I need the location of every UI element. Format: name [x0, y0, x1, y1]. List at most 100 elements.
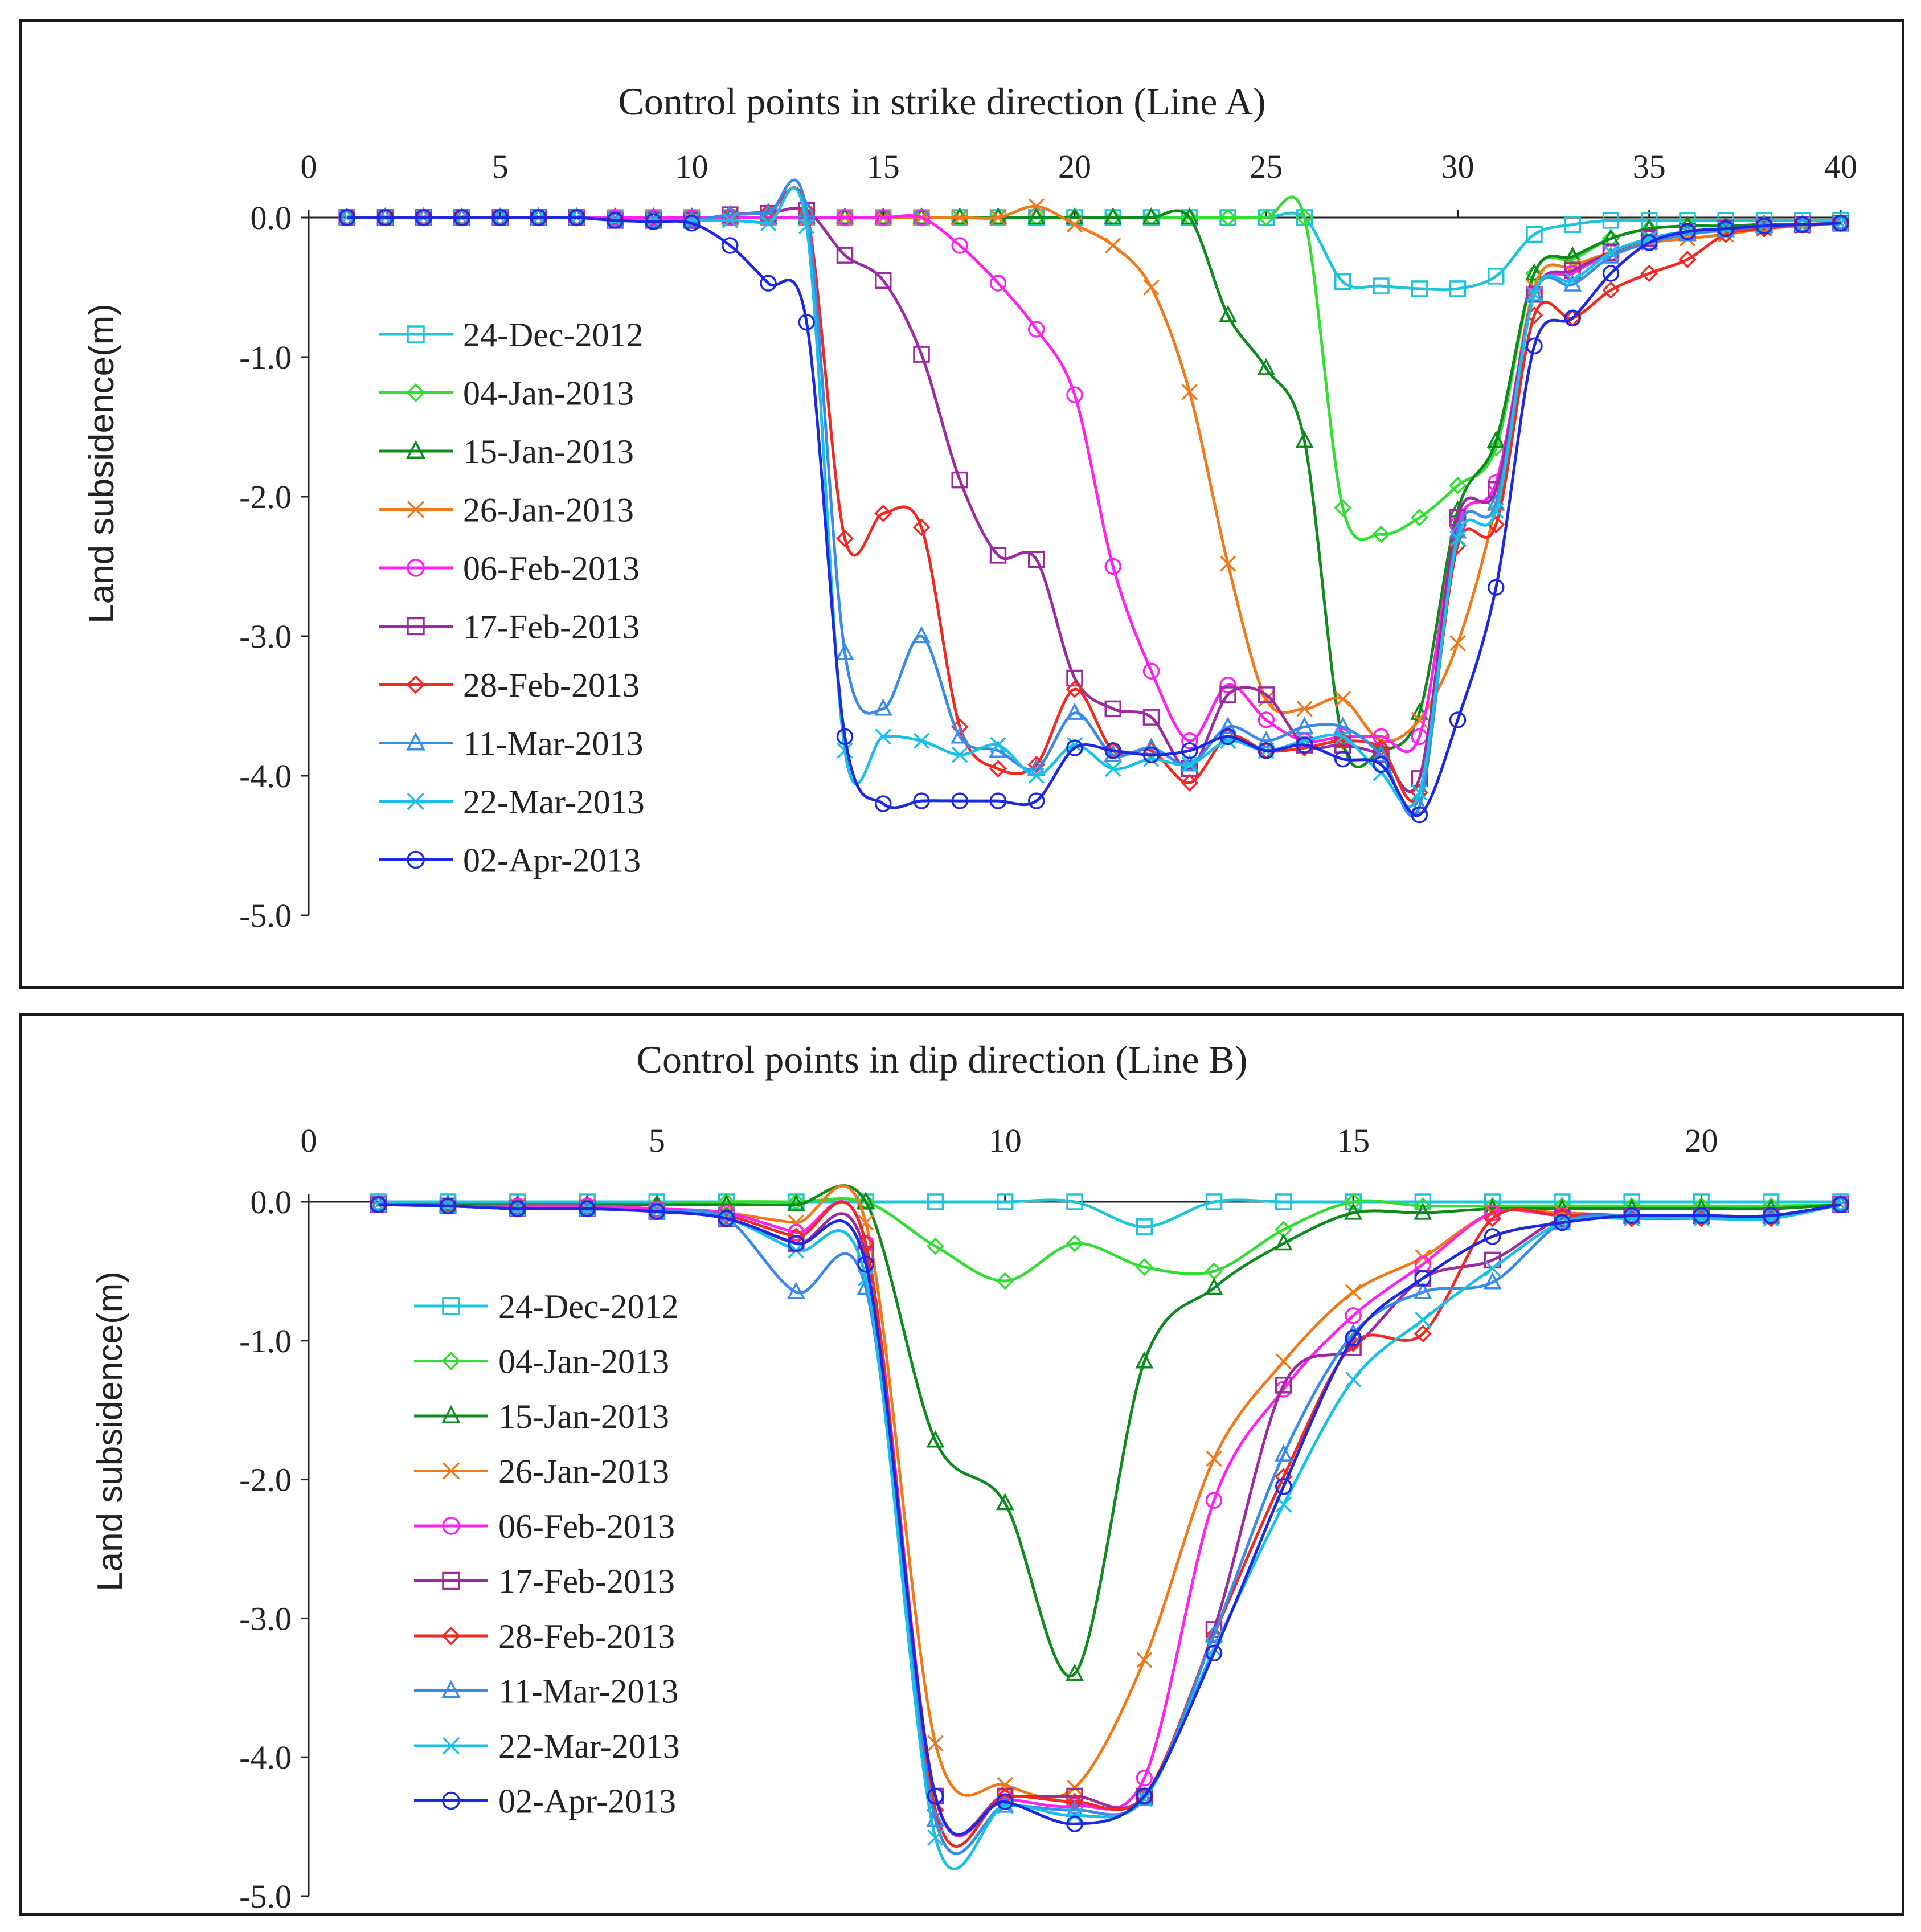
- data-point: [874, 504, 892, 522]
- y-axis-label: Land subsidence(m): [82, 304, 121, 624]
- x-tick-label: 5: [649, 1122, 665, 1159]
- data-point: [1257, 358, 1276, 375]
- data-point: [1693, 1210, 1710, 1227]
- data-point: [1411, 784, 1428, 801]
- data-point: [875, 728, 891, 745]
- data-point: [1603, 244, 1619, 261]
- y-tick-label: -3.0: [239, 618, 292, 655]
- data-point: [912, 518, 931, 537]
- data-point: [1640, 264, 1658, 283]
- legend-label: 28-Feb-2013: [463, 666, 640, 704]
- data-point: [1334, 750, 1351, 768]
- data-point: [1333, 717, 1352, 734]
- data-point: [1066, 736, 1083, 754]
- data-point: [1410, 796, 1429, 814]
- data-point: [370, 1196, 387, 1213]
- data-point: [1180, 207, 1199, 225]
- data-point: [835, 642, 854, 660]
- data-point: [837, 742, 853, 759]
- data-point: [1449, 476, 1467, 494]
- data-point: [1525, 264, 1543, 283]
- data-point: [1104, 558, 1121, 575]
- legend-label: 11-Mar-2013: [463, 725, 644, 763]
- series-02-Apr-2013: [370, 1196, 1849, 1836]
- axes: 0 5 10 15 20 0.0 -1.0 -2.0 -3.0 -4.0 -5.0: [239, 1122, 1841, 1913]
- data-point: [1219, 208, 1237, 227]
- legend-item: 11-Mar-2013: [379, 725, 644, 763]
- data-point: [1104, 207, 1123, 225]
- legend-marker: [442, 1297, 460, 1315]
- data-point: [1484, 1228, 1501, 1245]
- legend-marker: [407, 501, 425, 518]
- data-point: [1105, 760, 1121, 777]
- data-point: [989, 792, 1007, 809]
- data-point: [1717, 220, 1734, 238]
- data-point: [1104, 742, 1121, 759]
- data-point: [760, 215, 777, 232]
- data-point: [1832, 1194, 1850, 1212]
- data-point: [857, 1255, 874, 1273]
- data-point: [913, 732, 930, 749]
- data-point: [989, 275, 1007, 292]
- x-tick-label: 0: [301, 148, 317, 185]
- data-point: [1679, 223, 1696, 240]
- data-point: [874, 698, 892, 716]
- data-point: [1487, 439, 1505, 457]
- data-point: [1762, 1197, 1780, 1215]
- data-point: [718, 1210, 735, 1227]
- series-group: [369, 1184, 1850, 1870]
- data-point: [926, 1237, 944, 1255]
- data-point: [1027, 207, 1046, 225]
- data-point: [798, 218, 815, 234]
- data-point: [1295, 717, 1314, 734]
- data-point: [1794, 216, 1811, 233]
- data-point: [1602, 265, 1620, 282]
- x-tick-label: 0: [301, 1122, 317, 1159]
- legend-item: 06-Feb-2013: [414, 1508, 675, 1545]
- data-point: [951, 792, 968, 809]
- data-point: [996, 1787, 1014, 1805]
- legend-marker: [441, 1626, 461, 1646]
- data-point: [787, 1194, 805, 1212]
- data-point: [1484, 1209, 1502, 1227]
- y-tick-label: 0.0: [251, 1184, 292, 1221]
- data-point: [913, 792, 930, 809]
- x-tick-label: 15: [867, 148, 900, 185]
- data-point: [1564, 216, 1581, 233]
- data-point: [1181, 732, 1198, 750]
- data-point: [1526, 226, 1543, 243]
- y-tick-label: -2.0: [239, 1462, 292, 1499]
- data-point: [1066, 1815, 1083, 1832]
- legend-item: 06-Feb-2013: [379, 550, 640, 587]
- legend-label: 15-Jan-2013: [498, 1398, 669, 1435]
- legend-marker: [442, 1517, 460, 1535]
- data-point: [1762, 1207, 1780, 1225]
- x-tick-label: 10: [989, 1122, 1022, 1159]
- data-point: [1135, 1351, 1154, 1369]
- data-point: [1275, 1377, 1292, 1394]
- data-point: [1414, 1270, 1432, 1287]
- series-02-Apr-2013: [338, 209, 1849, 824]
- data-point: [415, 209, 432, 226]
- chart-line-b: Control points in dip direction (Line B)…: [91, 1038, 1850, 1913]
- data-point: [1257, 208, 1275, 227]
- data-point: [1372, 525, 1390, 543]
- data-point: [1066, 669, 1083, 687]
- legend-label: 02-Apr-2013: [498, 1783, 676, 1820]
- legend-label: 15-Jan-2013: [463, 433, 634, 470]
- data-point: [913, 209, 930, 226]
- data-point: [1344, 1202, 1362, 1220]
- data-point: [1205, 1492, 1223, 1509]
- legend-label: 24-Dec-2012: [463, 316, 644, 354]
- legend-marker: [441, 1405, 461, 1423]
- data-point: [1623, 1197, 1641, 1215]
- data-point: [683, 215, 701, 232]
- data-point: [836, 530, 854, 547]
- data-point: [1027, 755, 1046, 773]
- data-point: [1483, 1272, 1502, 1290]
- legend-item: 28-Feb-2013: [379, 666, 640, 704]
- data-point: [1257, 730, 1276, 748]
- data-point: [1488, 502, 1504, 519]
- data-point: [1028, 792, 1045, 809]
- legend-label: 06-Feb-2013: [498, 1508, 675, 1545]
